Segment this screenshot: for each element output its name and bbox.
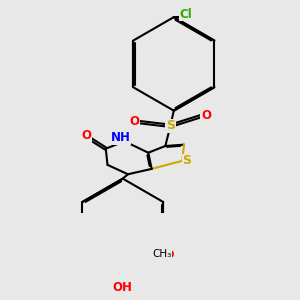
Text: NH: NH: [111, 131, 130, 144]
Text: O: O: [81, 129, 91, 142]
Text: CH₃: CH₃: [152, 249, 171, 259]
Text: S: S: [182, 154, 191, 167]
Text: O: O: [201, 109, 211, 122]
Text: O: O: [165, 250, 174, 260]
Text: OH: OH: [112, 280, 132, 293]
Text: S: S: [166, 119, 175, 132]
Text: O: O: [130, 115, 140, 128]
Text: Cl: Cl: [180, 8, 193, 21]
